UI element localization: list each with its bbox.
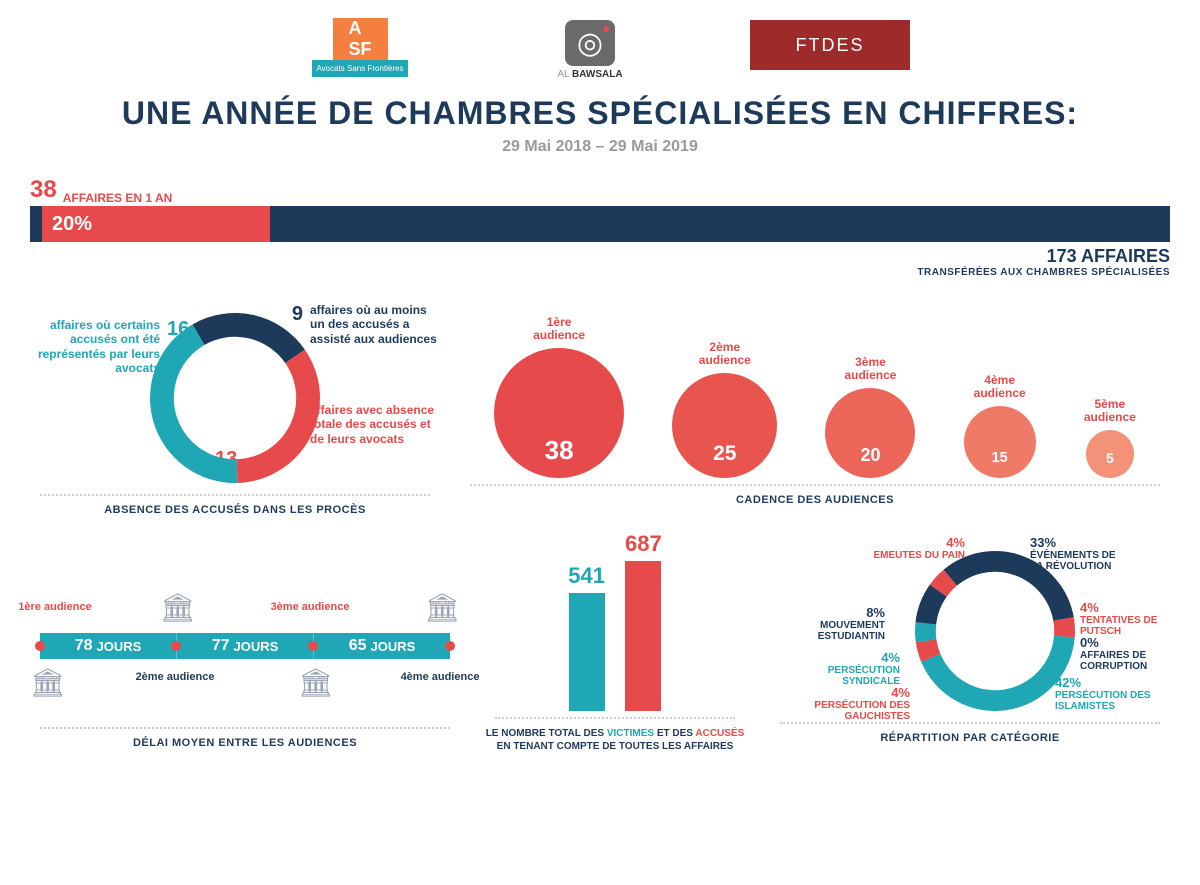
- vbars-title: LE NOMBRE TOTAL DES VICTIMES ET DES ACCU…: [485, 727, 745, 753]
- panel-absence-accuses: affaires où certains accusés ont été rep…: [30, 288, 440, 516]
- building-icon: 🏛: [30, 666, 66, 699]
- affaires-count: 38: [30, 176, 57, 204]
- timeline-segment-3: 65 JOURS: [314, 633, 450, 659]
- building-icon: 🏛: [160, 591, 196, 624]
- bubble-1: 1èreaudience 38: [494, 316, 624, 478]
- total-affaires: 173 AFFAIRES: [30, 246, 1170, 267]
- bubble-2: 2èmeaudience 25: [672, 341, 777, 478]
- donut2-label-6: 8%MOUVEMENT ESTUDIANTIN: [785, 606, 885, 642]
- logo-row: ASF Avocats Sans Frontières ◎ AL AL BAWS…: [0, 0, 1200, 90]
- bubble-4: 4èmeaudience 15: [964, 374, 1036, 478]
- total-affaires-sub: TRANSFÉRÉES AUX CHAMBRES SPÉCIALISÉES: [30, 267, 1170, 278]
- logo-asf: ASF Avocats Sans Frontières: [290, 20, 430, 75]
- donut2-label-5: 4%PERSÉCUTION SYNDICALE: [800, 651, 900, 687]
- donut2-label-3: 42%PERSÉCUTION DES ISLAMISTES: [1055, 676, 1155, 712]
- timeline-segment-1: 78 JOURS: [40, 633, 177, 659]
- donut1-svg: [119, 282, 351, 514]
- logo-ftdes: FTDES: [750, 20, 910, 70]
- bubble-3: 3èmeaudience 20: [825, 356, 915, 478]
- tl-node-4: 4ème audience: [400, 671, 480, 683]
- date-range: 29 Mai 2018 – 29 Mai 2019: [0, 138, 1200, 156]
- panel-cadence-audiences: 1èreaudience 38 2èmeaudience 25 3èmeaudien…: [460, 288, 1170, 516]
- tl-node-2: 2ème audience: [135, 671, 215, 683]
- panel-repartition-categorie: 33%ÉVÈNEMENTS DE LA RÉVOLUTION4%TENTATIV…: [770, 541, 1170, 753]
- panel-delai-moyen: 🏛 🏛 🏛 🏛 1ère audience 2ème audience 3ème…: [30, 541, 460, 753]
- page-title: UNE ANNÉE DE CHAMBRES SPÉCIALISÉES EN CH…: [0, 95, 1200, 132]
- progress-bar: 20%: [30, 206, 1170, 242]
- progress-bar-fill: 20%: [42, 206, 270, 242]
- bubbles-title: CADENCE DES AUDIENCES: [460, 494, 1170, 506]
- tl-node-3: 3ème audience: [270, 601, 350, 613]
- donut2-label-0: 33%ÉVÈNEMENTS DE LA RÉVOLUTION: [1030, 536, 1130, 572]
- vbar-1: 541: [568, 563, 605, 711]
- building-icon: 🏛: [298, 666, 334, 699]
- headline-bar-section: 38 AFFAIRES EN 1 AN 20% 173 AFFAIRES TRA…: [30, 176, 1170, 278]
- bubble-5: 5èmeaudience 5: [1084, 398, 1136, 478]
- vbar-2: 687: [625, 531, 662, 711]
- donut2-label-4: 4%PERSÉCUTION DES GAUCHISTES: [810, 686, 910, 722]
- donut2-label-7: 4%EMEUTES DU PAIN: [865, 536, 965, 561]
- donut1-title: ABSENCE DES ACCUSÉS DANS LES PROCÈS: [30, 504, 440, 516]
- donut2-label-1: 4%TENTATIVES DE PUTSCH: [1080, 601, 1180, 637]
- panel-victimes-accuses: 541 687 LE NOMBRE TOTAL DES VICTIMES ET …: [485, 541, 745, 753]
- donut1-label-navy: affaires où au moins un des accusés a as…: [310, 303, 440, 346]
- donut2-label-2: 0%AFFAIRES DE CORRUPTION: [1080, 636, 1180, 672]
- affaires-count-label: AFFAIRES EN 1 AN: [63, 192, 173, 204]
- timeline-title: DÉLAI MOYEN ENTRE LES AUDIENCES: [30, 737, 460, 749]
- tl-node-1: 1ère audience: [15, 601, 95, 613]
- timeline-segment-2: 77 JOURS: [177, 633, 314, 659]
- logo-bawsala: ◎ AL AL BAWSALABAWSALA: [550, 20, 630, 80]
- donut2-title: RÉPARTITION PAR CATÉGORIE: [770, 732, 1170, 744]
- building-icon: 🏛: [424, 591, 460, 624]
